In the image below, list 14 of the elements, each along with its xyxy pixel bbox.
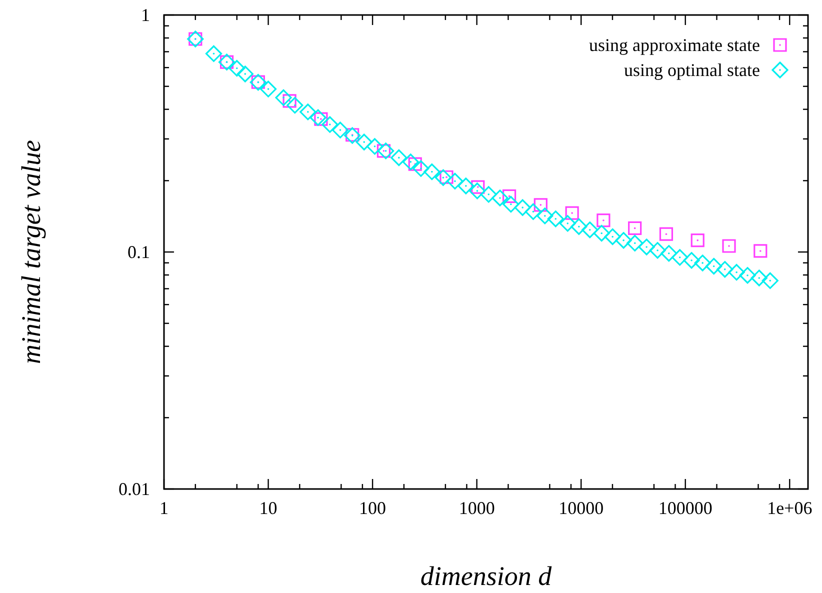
y-tick-label: 1 xyxy=(141,5,150,25)
legend-label: using optimal state xyxy=(624,60,760,80)
x-tick-label: 1e+06 xyxy=(767,498,812,518)
x-tick-label: 100000 xyxy=(658,498,712,518)
y-axis-title: minimal target value xyxy=(16,140,46,364)
x-tick-label: 100 xyxy=(359,498,386,518)
y-tick-label: 0.01 xyxy=(118,479,150,499)
x-tick-label: 10000 xyxy=(558,498,604,518)
y-tick-label: 0.1 xyxy=(128,242,150,262)
x-tick-label: 10 xyxy=(259,498,278,518)
legend-label: using approximate state xyxy=(589,35,760,55)
x-tick-label: 1000 xyxy=(458,498,495,518)
x-axis-title: dimension d xyxy=(420,561,552,591)
x-tick-label: 1 xyxy=(160,498,168,518)
